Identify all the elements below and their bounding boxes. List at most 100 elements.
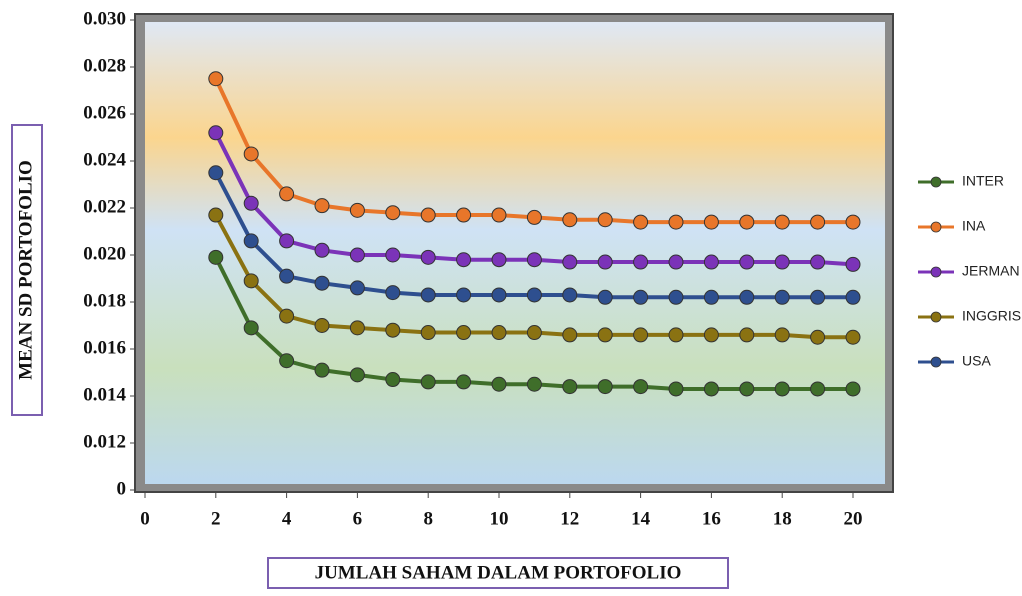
data-point (597, 289, 613, 305)
data-point (243, 273, 259, 289)
y-tick-label: 0.028 (83, 55, 126, 76)
data-point (774, 214, 790, 230)
data-point (243, 233, 259, 249)
data-point (349, 247, 365, 263)
data-point (774, 327, 790, 343)
data-point (243, 195, 259, 211)
data-point (491, 325, 507, 341)
x-tick-label: 10 (490, 508, 509, 529)
data-point (314, 242, 330, 258)
data-point (845, 214, 861, 230)
plot-area (145, 22, 885, 484)
legend-label: USA (962, 353, 991, 369)
y-tick-label: 0.012 (83, 431, 126, 452)
data-point (456, 325, 472, 341)
data-point (703, 214, 719, 230)
data-point (845, 381, 861, 397)
data-point (633, 327, 649, 343)
data-point (739, 214, 755, 230)
data-point (562, 327, 578, 343)
data-point (314, 318, 330, 333)
x-tick-label: 18 (773, 508, 792, 529)
data-point (774, 381, 790, 397)
data-point (668, 327, 684, 343)
x-tick-label: 16 (702, 508, 721, 529)
data-point (668, 381, 684, 397)
data-point (597, 212, 613, 228)
y-tick-label: 0.030 (83, 8, 126, 29)
y-tick-label: 0 (117, 478, 127, 499)
data-point (279, 233, 295, 249)
data-point (385, 205, 401, 221)
data-point (279, 268, 295, 284)
x-tick-label: 12 (560, 508, 579, 529)
data-point (385, 372, 401, 388)
y-tick-label: 0.024 (83, 149, 126, 170)
data-point (845, 329, 861, 345)
data-point (668, 214, 684, 230)
data-point (810, 381, 826, 397)
data-point (420, 287, 436, 303)
data-point (208, 249, 224, 265)
y-label-box (11, 124, 43, 416)
data-point (810, 329, 826, 345)
data-point (526, 209, 542, 225)
legend-marker (930, 221, 942, 233)
data-point (385, 322, 401, 338)
data-point (208, 207, 224, 223)
data-point (810, 214, 826, 230)
data-point (349, 202, 365, 218)
data-point (845, 289, 861, 305)
data-point (208, 125, 224, 141)
data-point (739, 327, 755, 343)
data-point (456, 287, 472, 303)
data-point (810, 254, 826, 270)
x-tick-label: 14 (631, 508, 651, 529)
data-point (420, 207, 436, 223)
y-tick-label: 0.018 (83, 290, 126, 311)
data-point (774, 289, 790, 305)
data-point (208, 71, 224, 87)
data-point (279, 308, 295, 324)
x-label-box (267, 557, 729, 589)
data-point (774, 254, 790, 270)
data-point (420, 249, 436, 265)
x-tick-label: 2 (211, 508, 221, 529)
x-tick-label: 8 (423, 508, 433, 529)
x-tick-label: 6 (353, 508, 363, 529)
data-point (526, 287, 542, 303)
legend-label: INTER (962, 173, 1004, 189)
legend-label: JERMAN (962, 263, 1020, 279)
data-point (491, 287, 507, 303)
data-point (597, 254, 613, 270)
data-point (739, 289, 755, 305)
data-point (349, 367, 365, 383)
y-axis-label: MEAN SD PORTOFOLIO (15, 160, 36, 380)
data-point (526, 376, 542, 392)
data-point (845, 256, 861, 272)
data-point (597, 327, 613, 343)
data-point (456, 207, 472, 223)
data-point (349, 320, 365, 336)
data-point (314, 275, 330, 291)
data-point (597, 379, 613, 395)
data-point (810, 289, 826, 305)
x-axis-label: JUMLAH SAHAM DALAM PORTOFOLIO (315, 562, 682, 583)
data-point (668, 289, 684, 305)
data-point (703, 327, 719, 343)
data-point (633, 289, 649, 305)
data-point (420, 374, 436, 390)
data-point (633, 254, 649, 270)
data-point (491, 207, 507, 223)
legend-label: INGGRIS (962, 308, 1021, 324)
data-point (456, 252, 472, 268)
data-point (562, 212, 578, 228)
data-point (385, 247, 401, 263)
data-point (491, 376, 507, 392)
legend-marker (930, 266, 942, 278)
legend-label: INA (962, 218, 986, 234)
data-point (456, 374, 472, 390)
x-tick-label: 20 (844, 508, 863, 529)
